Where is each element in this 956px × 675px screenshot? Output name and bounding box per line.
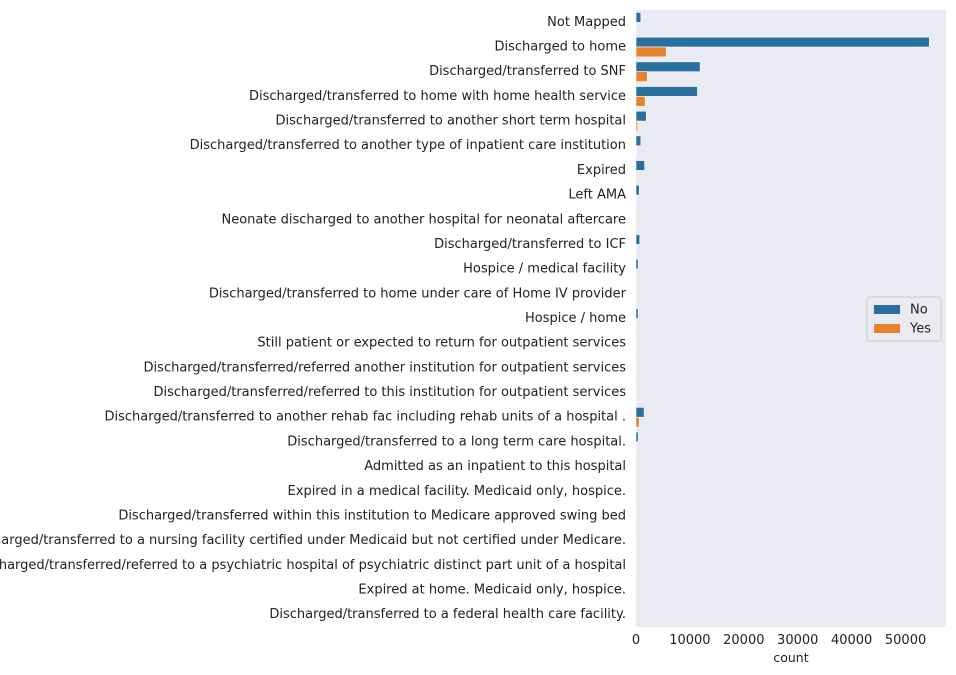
x-tick-label: 10000 [669,633,710,648]
x-tick-label: 20000 [723,633,764,648]
category-label: Discharged/transferred to SNF [429,64,626,79]
bar-no [635,110,647,122]
category-label: Discharged/transferred/referred to this … [153,385,626,400]
bar-yes [635,46,667,58]
category-label: Discharged/transferred to home under car… [209,286,627,301]
category-label: Still patient or expected to return for … [257,336,626,351]
category-label: Discharged/transferred to ICF [434,237,626,252]
legend-swatch-yes [874,324,900,333]
bar-yes [635,120,638,132]
bar-no [635,86,698,97]
category-label: Admitted as an inpatient to this hospita… [364,459,626,474]
category-label: Discharged/transferred/referred to a psy… [0,558,626,573]
bar-no [635,407,645,418]
x-tick-label: 30000 [777,633,818,648]
bar-yes [635,96,646,107]
legend: No Yes [866,296,942,342]
bar-no [635,160,645,171]
category-label: Expired at home. Medicaid only, hospice. [358,582,626,597]
category-label: Discharged to home [494,40,626,55]
bar-no [635,283,637,295]
bar-yes [635,71,648,82]
bar-no [635,36,930,48]
category-label: Discharged/transferred to another short … [275,114,626,129]
x-tick-label: 40000 [831,633,872,648]
bar-no [635,308,639,319]
legend-label-no: No [910,303,928,318]
category-label: Hospice / home [525,311,626,326]
bars [635,12,930,615]
x-tick-label: 0 [632,633,640,648]
category-label: Discharged/transferred to another rehab … [104,410,626,425]
category-label: Expired [577,163,626,178]
x-axis-label: count [773,650,808,665]
category-label: Discharged/transferred to a federal heal… [269,607,626,622]
legend-label-yes: Yes [909,322,931,337]
bar-yes [635,416,640,428]
category-labels: Not Mapped Discharged to home Discharged/t… [0,15,627,622]
category-label: Expired in a medical facility. Medicaid … [288,484,626,499]
category-label: Discharged/transferred to a long term ca… [287,434,626,449]
bar-no [635,258,639,270]
category-label: Discharged/transferred to home with home… [249,89,626,104]
bar-no [635,234,641,245]
category-label: Discharged/transferred to another type o… [190,138,626,153]
legend-swatch-no [874,305,900,314]
category-label: Discharged/transferred to a nursing faci… [0,533,626,548]
bar-no [635,431,639,443]
category-label: Hospice / medical facility [463,262,626,277]
bar-no [635,135,642,147]
bar-no [635,184,640,196]
bar-no [635,12,642,23]
bar-yes [635,145,637,156]
bar-no [635,61,701,72]
category-label: Discharged/transferred/referred another … [144,360,627,375]
category-label: Left AMA [568,188,626,203]
x-tick-label: 50000 [885,633,926,648]
category-label: Not Mapped [547,15,626,30]
x-axis-ticks: 0 10000 20000 30000 40000 50000 [632,633,926,648]
category-label: Discharged/transferred within this insti… [118,508,626,523]
category-label: Neonate discharged to another hospital f… [222,212,627,227]
